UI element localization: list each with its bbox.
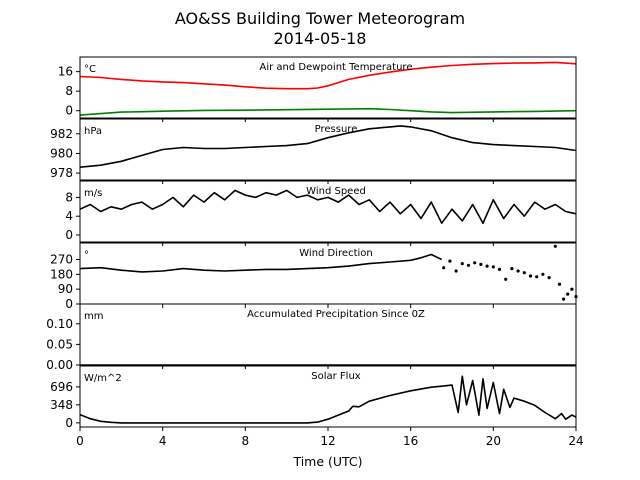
x-axis-label: Time (UTC) bbox=[292, 454, 362, 469]
panel-unit-label: °C bbox=[84, 64, 96, 75]
data-point bbox=[528, 274, 533, 278]
y-tick-label: 180 bbox=[50, 267, 73, 281]
data-point bbox=[460, 262, 464, 266]
panel-unit-label: W/m^2 bbox=[84, 373, 122, 384]
y-tick-label: 4 bbox=[65, 209, 73, 223]
y-tick-label: 978 bbox=[50, 166, 73, 180]
series-line bbox=[79, 253, 443, 273]
data-point bbox=[466, 263, 471, 267]
y-tick-label: 982 bbox=[50, 127, 73, 141]
y-tick-label: 0.00 bbox=[46, 358, 73, 372]
data-point bbox=[510, 267, 514, 271]
data-point bbox=[504, 277, 508, 281]
data-point bbox=[491, 265, 495, 269]
panel-title: Wind Speed bbox=[306, 186, 366, 197]
data-point bbox=[553, 244, 557, 248]
panel-solar: 0 348 696 0 4 8 12 16 20 24 W/m^2 Solar Flux bbox=[50, 365, 584, 448]
panel-unit-label: hPa bbox=[84, 126, 102, 137]
y-tick-label: 8 bbox=[65, 84, 73, 98]
panel-title: Air and Dewpoint Temperature bbox=[260, 62, 413, 73]
series-line bbox=[79, 189, 577, 224]
panel-unit-label: mm bbox=[84, 311, 103, 322]
panel-unit-label: m/s bbox=[84, 188, 102, 199]
panel-pressure: 978 980 982 hPa Pressure bbox=[50, 118, 577, 184]
series-line bbox=[79, 375, 577, 424]
y-tick-label: 0.05 bbox=[46, 337, 73, 351]
data-point bbox=[557, 282, 562, 286]
panel-title: Pressure bbox=[315, 124, 358, 135]
y-tick-label: 696 bbox=[50, 380, 73, 394]
x-tick-label: 8 bbox=[242, 434, 250, 448]
y-tick-label: 0.10 bbox=[46, 317, 73, 331]
y-tick-label: 16 bbox=[58, 65, 73, 79]
panel-title: Wind Direction bbox=[299, 248, 373, 259]
y-tick-label: 0 bbox=[65, 297, 73, 311]
y-tick-label: 0 bbox=[65, 104, 73, 118]
data-point bbox=[562, 297, 566, 301]
panel-precip: 0.00 0.05 0.10 mm Accumulated Precipitation … bbox=[46, 303, 577, 372]
panels-group: 0 8 16 °C Air and Dewpoint Temperature 978 980… bbox=[46, 56, 584, 448]
data-point bbox=[566, 292, 570, 296]
data-point bbox=[541, 272, 545, 276]
y-tick-label: 348 bbox=[50, 398, 73, 412]
y-tick-label: 0 bbox=[65, 228, 73, 242]
series-line bbox=[79, 107, 577, 116]
series-line bbox=[79, 125, 577, 168]
x-tick-label: 12 bbox=[320, 434, 335, 448]
x-tick-label: 16 bbox=[403, 434, 418, 448]
panel-wind-speed: 0 4 8 m/s Wind Speed bbox=[65, 180, 577, 246]
panel-temp: 0 8 16 °C Air and Dewpoint Temperature bbox=[58, 56, 577, 122]
data-point bbox=[497, 267, 502, 271]
data-point bbox=[473, 261, 477, 265]
data-point bbox=[442, 266, 446, 270]
x-tick-label: 4 bbox=[159, 434, 167, 448]
chart-subtitle: 2014-05-18 bbox=[274, 29, 367, 48]
data-point bbox=[454, 269, 458, 273]
y-tick-label: 90 bbox=[58, 282, 73, 296]
data-point bbox=[448, 259, 452, 263]
y-tick-label: 0 bbox=[65, 416, 73, 430]
data-point bbox=[479, 262, 483, 266]
y-tick-label: 270 bbox=[50, 252, 73, 266]
x-tick-label: 0 bbox=[76, 434, 84, 448]
data-point bbox=[570, 287, 574, 291]
x-tick-label: 24 bbox=[568, 434, 583, 448]
panel-title: Solar Flux bbox=[311, 371, 361, 382]
data-point bbox=[535, 275, 539, 279]
data-point bbox=[485, 264, 489, 268]
y-tick-label: 980 bbox=[50, 146, 73, 160]
y-tick-label: 8 bbox=[65, 190, 73, 204]
panel-title: Accumulated Precipitation Since 0Z bbox=[247, 309, 425, 320]
data-point bbox=[547, 276, 551, 280]
data-point bbox=[522, 271, 526, 275]
data-point bbox=[516, 269, 520, 273]
series-line bbox=[79, 61, 577, 90]
panel-unit-label: ° bbox=[84, 250, 89, 261]
x-tick-label: 20 bbox=[486, 434, 501, 448]
chart-title: AO&SS Building Tower Meteorogram bbox=[175, 9, 465, 28]
